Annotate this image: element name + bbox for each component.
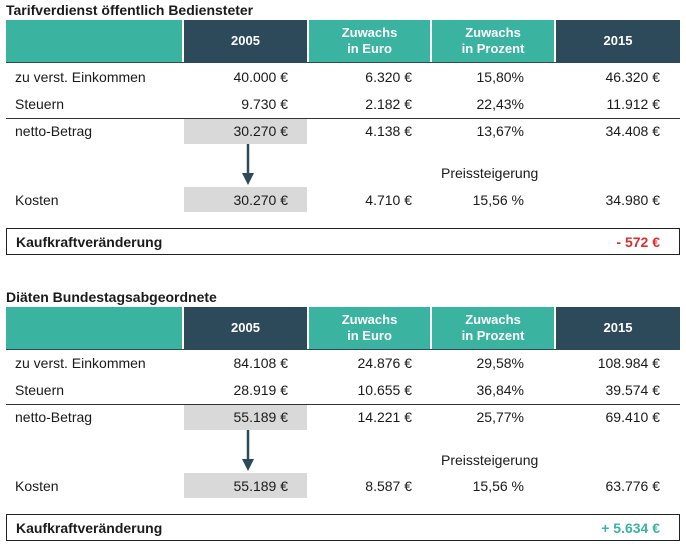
header-2015: 2015	[556, 307, 680, 349]
header-blank	[6, 307, 182, 349]
cell-zuwachs-prozent: 15,80%	[476, 69, 524, 85]
header-zuwachs-prozent: Zuwachs in Prozent	[432, 20, 554, 62]
row-divider	[6, 404, 680, 405]
netto-highlight	[184, 405, 307, 430]
cell-2015: 63.776 €	[605, 478, 661, 494]
cell-zuwachs-prozent: 36,84%	[476, 382, 524, 398]
row-label: zu verst. Einkommen	[15, 69, 146, 85]
price-increase-label: Preissteigerung	[441, 165, 539, 181]
price-increase-label: Preissteigerung	[441, 452, 539, 468]
cell-2015: 34.980 €	[605, 192, 661, 208]
row-label: Steuern	[15, 96, 65, 112]
header-zuwachs-prozent-line1: Zuwachs	[465, 312, 521, 327]
cell-zuwachs-euro: 4.138 €	[365, 123, 412, 139]
cell-2015: 108.984 €	[597, 355, 660, 371]
cell-2005: 55.189 €	[233, 478, 289, 494]
header-blank	[6, 20, 182, 62]
cell-zuwachs-euro: 2.182 €	[365, 96, 412, 112]
cell-2015: 46.320 €	[605, 69, 661, 85]
cell-zuwachs-prozent: 15,56 %	[472, 192, 524, 208]
cell-2005: 84.108 €	[233, 355, 289, 371]
cell-zuwachs-euro: 24.876 €	[357, 355, 413, 371]
cell-2005: 55.189 €	[233, 409, 289, 425]
row-label: netto-Betrag	[15, 123, 93, 139]
header-zuwachs-euro: Zuwachs in Euro	[309, 20, 430, 62]
kaufkraft-value: + 5.634 €	[601, 520, 660, 536]
cell-zuwachs-euro: 10.655 €	[357, 382, 413, 398]
cell-2015: 69.410 €	[605, 409, 661, 425]
kaufkraft-value: - 572 €	[616, 234, 660, 250]
header-zuwachs-prozent-line2: in Prozent	[461, 41, 525, 56]
kaufkraft-box: Kaufkraftveränderung + 5.634 €	[6, 514, 680, 541]
header-underline	[6, 349, 680, 350]
header-zuwachs-euro: Zuwachs in Euro	[309, 307, 430, 349]
section-title: Tarifverdienst öffentlich Bediensteter	[6, 2, 254, 18]
cell-zuwachs-prozent: 25,77%	[476, 409, 524, 425]
row-label: zu verst. Einkommen	[15, 355, 146, 371]
cell-zuwachs-prozent: 29,58%	[476, 355, 524, 371]
header-2015: 2015	[556, 20, 680, 62]
cell-zuwachs-euro: 14.221 €	[357, 409, 413, 425]
row-divider	[6, 118, 680, 119]
kaufkraft-label: Kaufkraftveränderung	[16, 234, 163, 250]
netto-highlight	[184, 119, 307, 144]
row-label: Kosten	[15, 478, 59, 494]
header-zuwachs-euro-line1: Zuwachs	[341, 312, 398, 327]
row-label: Steuern	[15, 382, 65, 398]
cell-2015: 11.912 €	[606, 96, 660, 112]
cell-zuwachs-euro: 6.320 €	[365, 69, 412, 85]
cell-zuwachs-prozent: 15,56 %	[472, 478, 524, 494]
header-zuwachs-euro-line2: in Euro	[347, 328, 392, 343]
cell-zuwachs-prozent: 22,43%	[476, 96, 524, 112]
cell-2015: 39.574 €	[605, 382, 661, 398]
cell-zuwachs-euro: 4.710 €	[365, 192, 412, 208]
cell-2005: 9.730 €	[241, 96, 288, 112]
cell-2005: 28.919 €	[233, 382, 289, 398]
cell-zuwachs-euro: 8.587 €	[365, 478, 412, 494]
cell-2005: 30.270 €	[233, 123, 289, 139]
kosten-highlight	[184, 473, 307, 498]
header-zuwachs-prozent-line1: Zuwachs	[465, 25, 521, 40]
down-arrow-icon	[242, 144, 254, 185]
kaufkraft-box: Kaufkraftveränderung - 572 €	[6, 228, 680, 255]
kaufkraft-label: Kaufkraftveränderung	[16, 520, 163, 536]
down-arrow-icon	[242, 430, 254, 471]
row-label: netto-Betrag	[15, 409, 93, 425]
cell-2015: 34.408 €	[605, 123, 661, 139]
header-2005: 2005	[184, 20, 307, 62]
header-underline	[6, 62, 680, 63]
header-zuwachs-prozent-line2: in Prozent	[461, 328, 525, 343]
section-title: Diäten Bundestagsabgeordnete	[6, 289, 217, 305]
cell-2005: 40.000 €	[233, 69, 289, 85]
header-zuwachs-prozent: Zuwachs in Prozent	[432, 307, 554, 349]
cell-2005: 30.270 €	[233, 192, 289, 208]
header-zuwachs-euro-line1: Zuwachs	[341, 25, 398, 40]
row-label: Kosten	[15, 192, 59, 208]
cell-zuwachs-prozent: 13,67%	[476, 123, 524, 139]
kosten-highlight	[184, 187, 307, 212]
header-zuwachs-euro-line2: in Euro	[347, 41, 392, 56]
header-2005: 2005	[184, 307, 307, 349]
